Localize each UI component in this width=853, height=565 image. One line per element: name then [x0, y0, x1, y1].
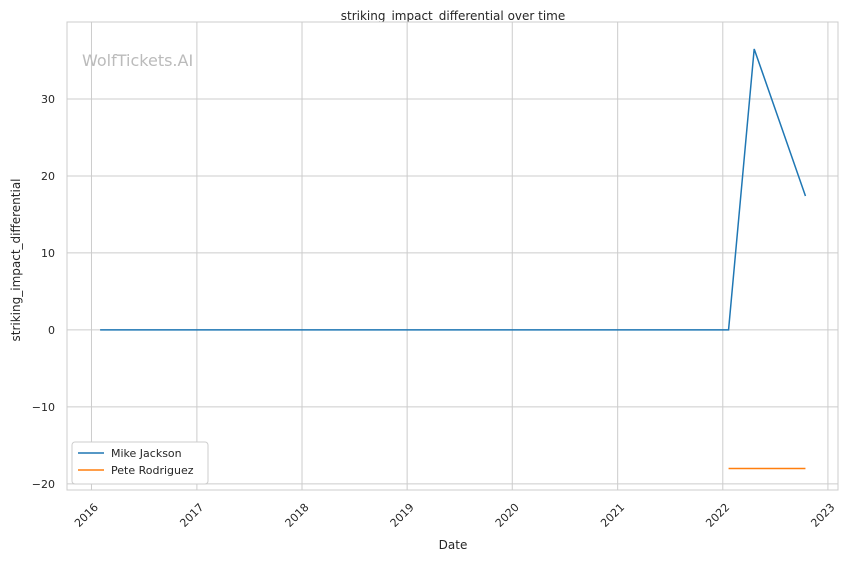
legend: Mike Jackson Pete Rodriguez [71, 441, 209, 485]
y-tick-label: −10 [32, 401, 55, 414]
x-tick-label: 2016 [72, 501, 101, 530]
y-tick-label: 10 [41, 247, 55, 260]
y-tick-label: 0 [48, 324, 55, 337]
legend-label: Mike Jackson [111, 447, 182, 460]
x-tick-label: 2021 [598, 501, 627, 530]
y-tick-label: 20 [41, 170, 55, 183]
x-tick-label: 2022 [703, 501, 732, 530]
x-tick-label: 2019 [388, 501, 417, 530]
x-axis-label: Date [439, 538, 468, 552]
watermark: WolfTickets.AI [82, 51, 193, 70]
y-tick-label: 30 [41, 93, 55, 106]
series-line [100, 48, 807, 331]
legend-label: Pete Rodriguez [111, 464, 194, 477]
chart-title: striking_impact_differential over time [341, 9, 566, 23]
x-tick-label: 2023 [808, 501, 837, 530]
y-axis-label: striking_impact_differential [9, 178, 23, 341]
plot-area [66, 21, 839, 491]
legend-box [71, 441, 209, 485]
x-tick-label: 2018 [283, 501, 312, 530]
x-tick-label: 2020 [493, 501, 522, 530]
y-tick-label: −20 [32, 478, 55, 491]
x-tick-label: 2017 [177, 501, 206, 530]
